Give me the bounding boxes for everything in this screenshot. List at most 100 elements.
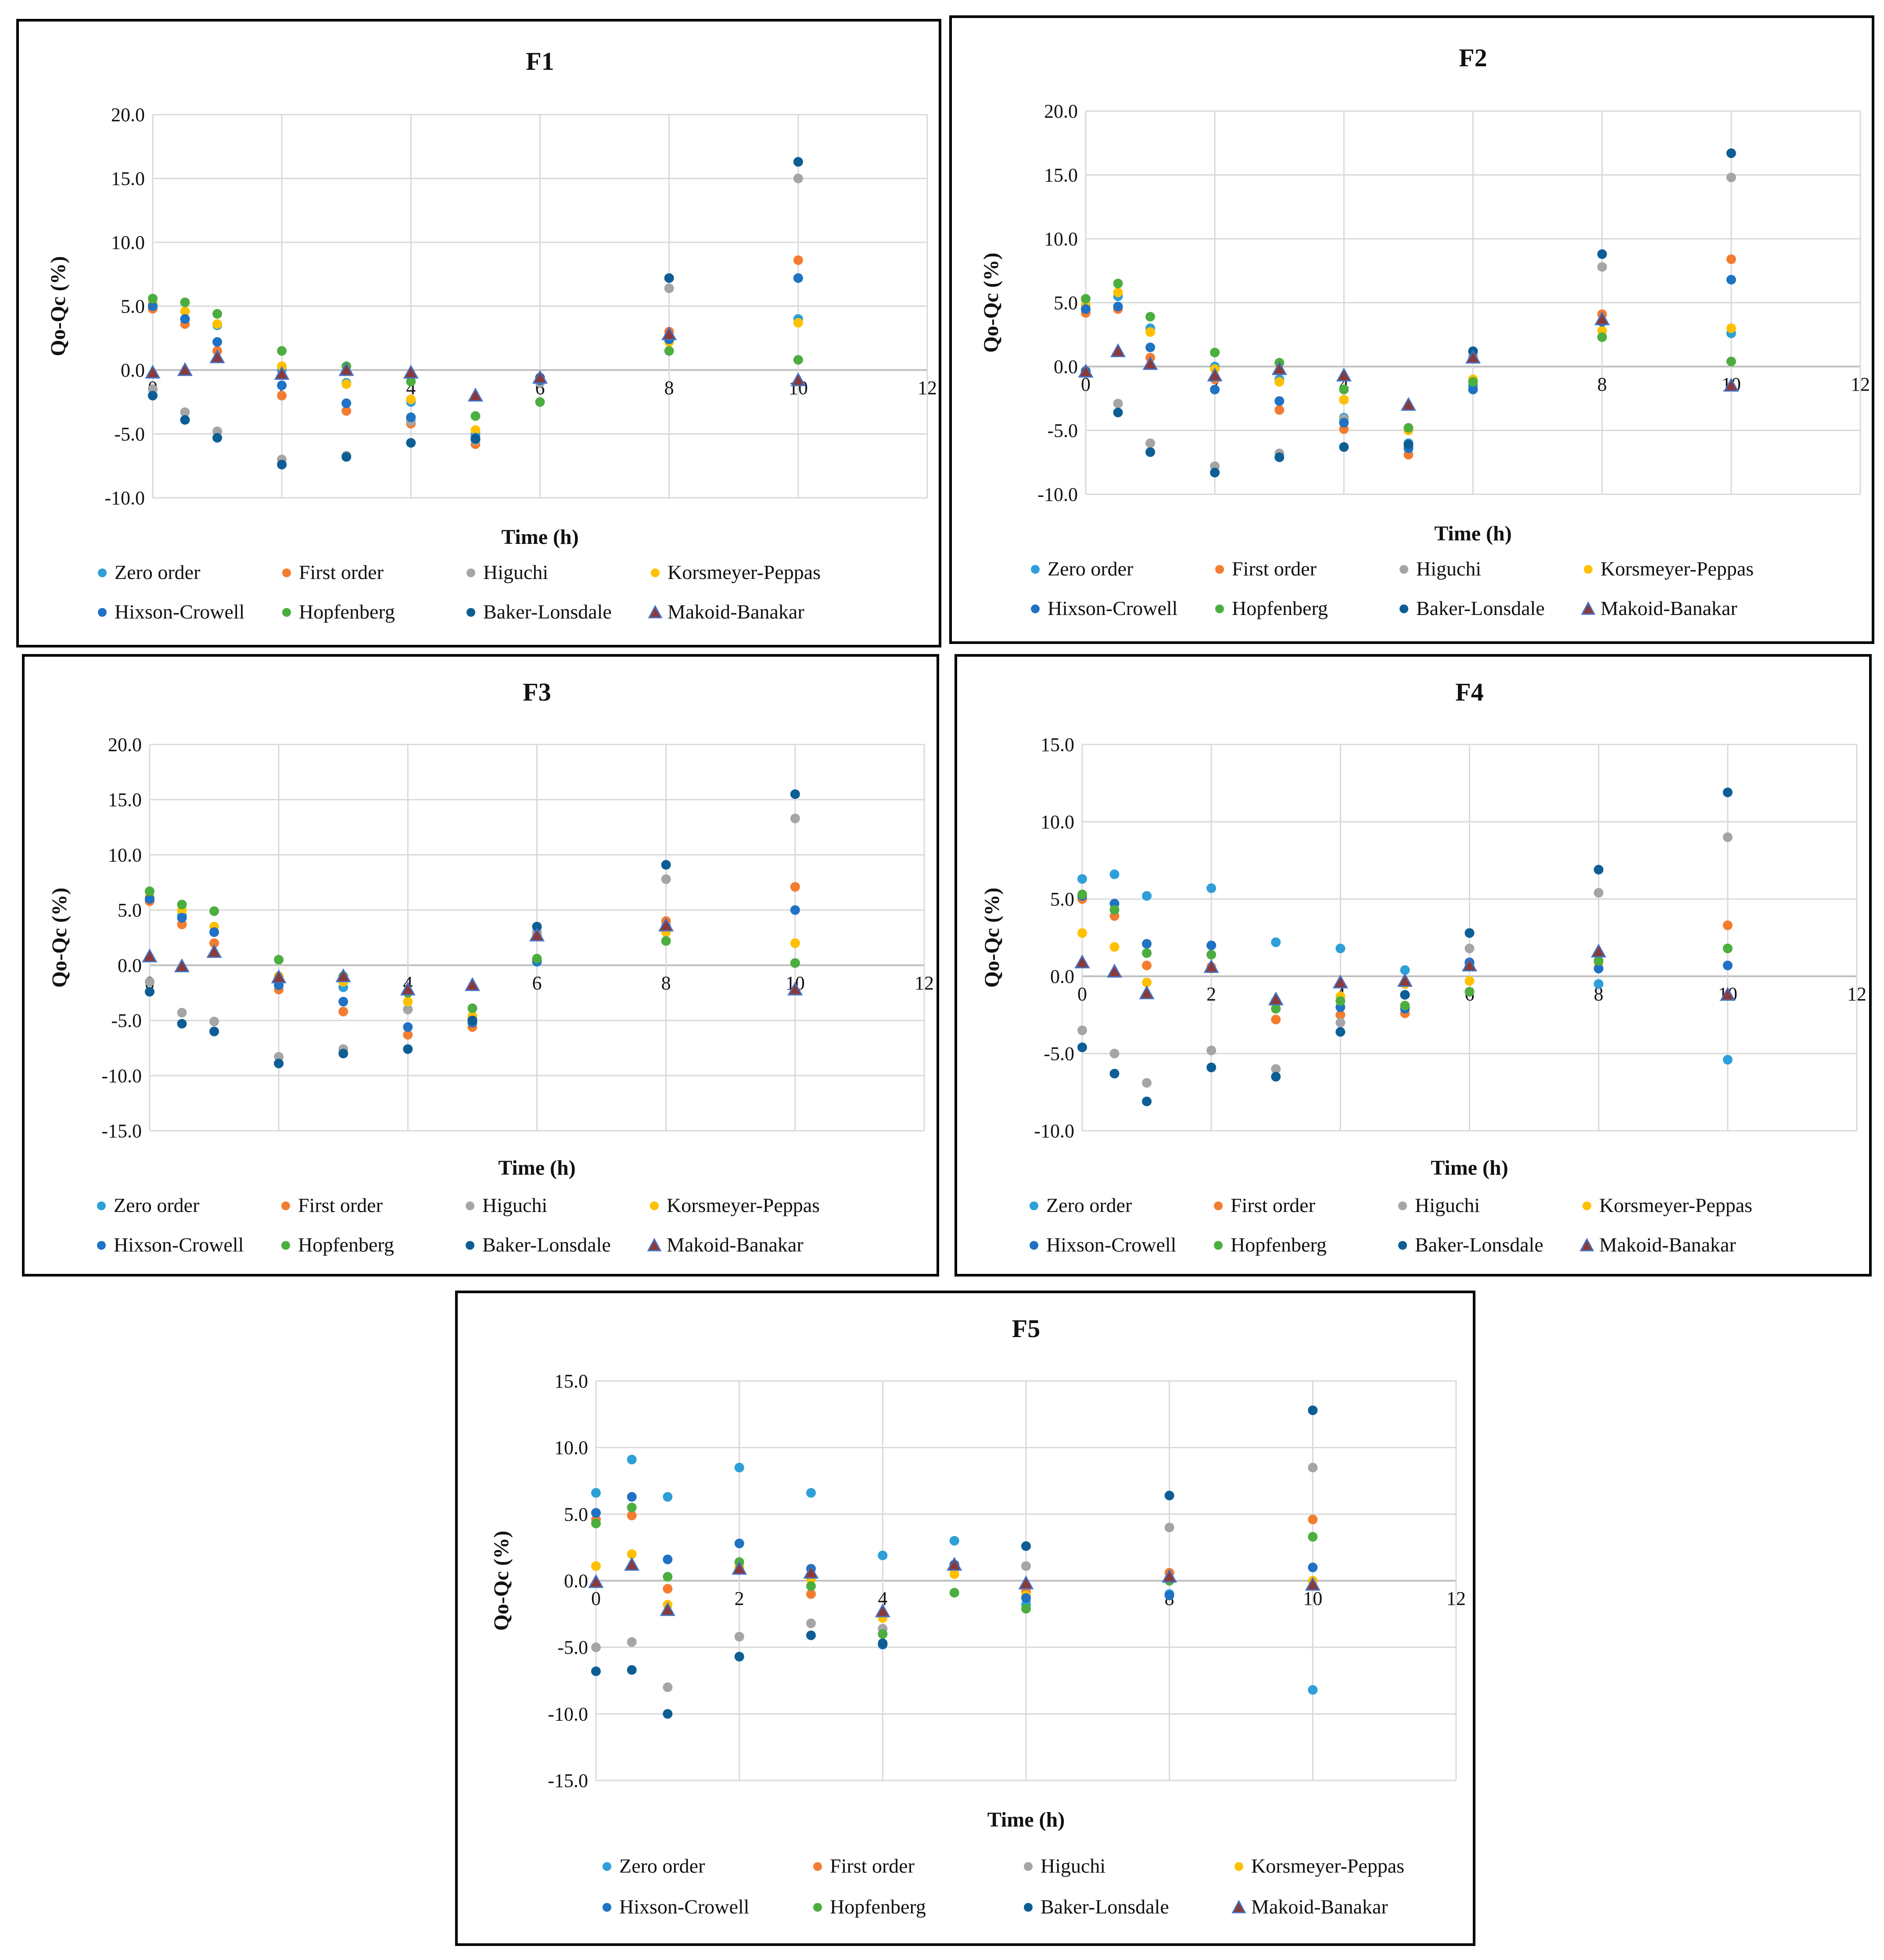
f5-baker-lonsdale-point [591,1666,601,1676]
f3-baker-lonsdale-point [790,789,800,799]
f2-makoid-banakar-point [1723,378,1739,392]
f5-ytick-label: 15.0 [554,1370,588,1392]
f4-legend-marker-hixson-crowell [1030,1241,1038,1250]
f4-higuchi-point [1723,832,1733,842]
f5-zero-order-point [627,1454,637,1464]
chart-f5: F5-15.0-10.0-5.00.05.010.015.0024681012T… [490,1314,1466,1918]
f4-baker-lonsdale-point [1271,1072,1281,1082]
f1-hopfenberg-point [212,309,222,319]
f2-legend-marker-korsmeyer-peppas [1584,565,1593,574]
f3-baker-lonsdale-point [403,1044,413,1054]
f4-title: F4 [1455,678,1483,706]
f2-hixson-crowell-point [1210,385,1220,395]
f4-korsmeyer-peppas-point [1109,942,1120,952]
f2-legend-marker-makoid-banakar [1581,601,1596,615]
f4-hixson-crowell-point [1206,940,1217,950]
f1-ytick-label: -10.0 [104,487,145,509]
f3-makoid-banakar-point [787,982,803,996]
f3-makoid-banakar-point [529,927,545,942]
f2-korsmeyer-peppas-point [1726,323,1736,333]
f4-korsmeyer-peppas-point [1077,928,1087,938]
f1-y-axis-label: Qo-Qc (%) [47,256,70,356]
f5-korsmeyer-peppas-point [627,1549,637,1559]
f5-zero-order-point [1308,1685,1318,1695]
f4-makoid-banakar-point [1720,987,1736,1001]
f5-makoid-banakar-point [732,1561,747,1575]
f2-makoid-banakar-point [1110,343,1126,357]
f5-baker-lonsdale-point [1164,1490,1174,1500]
f1-legend-label-higuchi: Higuchi [483,561,548,583]
f3-korsmeyer-peppas-point [790,938,800,948]
f4-hopfenberg-point [1271,1003,1281,1014]
f1-legend-marker-hopfenberg [282,608,291,617]
f4-hopfenberg-point [1400,1000,1410,1011]
f1-ytick-label: 15.0 [111,168,145,190]
f1-higuchi-point [793,173,803,183]
f2-first-order-point [1274,405,1285,415]
f3-legend-label-korsmeyer-peppas: Korsmeyer-Peppas [667,1194,820,1216]
f5-xtick-label: 10 [1303,1588,1322,1609]
f4-legend-label-first-order: First order [1231,1194,1315,1216]
f4-first-order-point [1142,960,1152,971]
f5-hixson-crowell-point [627,1492,637,1502]
f3-hixson-crowell-point [790,905,800,915]
f1-hixson-crowell-point [148,301,158,311]
f2-hopfenberg-point [1210,347,1220,357]
f3-title: F3 [523,678,551,706]
f1-legend-label-korsmeyer-peppas: Korsmeyer-Peppas [667,561,821,583]
f5-makoid-banakar-point [875,1603,890,1618]
f3-legend-label-hopfenberg: Hopfenberg [298,1234,394,1256]
f1-korsmeyer-peppas-point [470,425,481,435]
f2-legend-label-hopfenberg: Hopfenberg [1232,597,1328,619]
f4-ytick-label: 15.0 [1041,734,1074,755]
f4-baker-lonsdale-point [1077,1042,1087,1052]
f1-higuchi-point [664,283,674,293]
f4-baker-lonsdale-point [1206,1062,1217,1072]
f3-hopfenberg-point [177,899,187,910]
f1-makoid-banakar-point [177,362,193,376]
chart-panel-f2: F2-10.0-5.00.05.010.015.020.0024681012Ti… [949,15,1874,644]
f5-higuchi-point [806,1618,816,1629]
f2-legend-label-first-order: First order [1232,557,1317,580]
f1-legend-label-makoid-banakar: Makoid-Banakar [667,601,804,623]
f2-ytick-label: 15.0 [1044,165,1078,186]
f3-ytick-label: -5.0 [111,1010,142,1032]
f1-hixson-crowell-point [406,412,416,422]
f5-legend-label-baker-lonsdale: Baker-Lonsdale [1041,1895,1169,1918]
f4-first-order-point [1335,1010,1346,1020]
f1-baker-lonsdale-point [664,273,674,283]
f5-legend-label-first-order: First order [830,1855,915,1877]
f4-higuchi-point [1142,1078,1152,1088]
f1-hixson-crowell-point [180,314,190,324]
f5-baker-lonsdale-point [627,1665,637,1675]
f4-ytick-label: 0.0 [1050,966,1074,987]
f5-legend-label-hopfenberg: Hopfenberg [830,1895,926,1918]
f5-hixson-crowell-point [1308,1562,1318,1572]
f5-higuchi-point [1021,1561,1031,1571]
f3-baker-lonsdale-point [177,1019,187,1029]
f3-baker-lonsdale-point [532,921,542,931]
f4-makoid-banakar-point [1461,957,1478,971]
f1-legend-label-hopfenberg: Hopfenberg [299,601,395,623]
f3-hopfenberg-point [145,886,154,896]
f3-higuchi-point [661,874,671,884]
f4-legend-marker-baker-lonsdale [1398,1241,1407,1250]
f3-first-order-point [338,1007,348,1017]
f5-zero-order-point [591,1488,601,1498]
f3-ytick-label: -15.0 [101,1120,142,1142]
f1-makoid-banakar-point [532,370,548,384]
f1-legend-label-hixson-crowell: Hixson-Crowell [115,601,244,623]
f1-hopfenberg-point [406,377,416,387]
f2-hopfenberg-point [1726,356,1736,367]
f4-zero-order-point [1206,883,1217,893]
f4-legend-marker-higuchi [1398,1201,1407,1210]
f1-korsmeyer-peppas-point [793,318,803,328]
f3-x-axis-label: Time (h) [498,1156,575,1180]
f5-zero-order-point [949,1536,959,1546]
f3-higuchi-point [145,977,154,987]
f1-ytick-label: 5.0 [121,296,145,317]
f1-hopfenberg-point [793,355,803,365]
f1-baker-lonsdale-point [212,433,222,443]
f5-legend-label-higuchi: Higuchi [1041,1855,1105,1877]
f5-first-order-point [806,1589,816,1599]
